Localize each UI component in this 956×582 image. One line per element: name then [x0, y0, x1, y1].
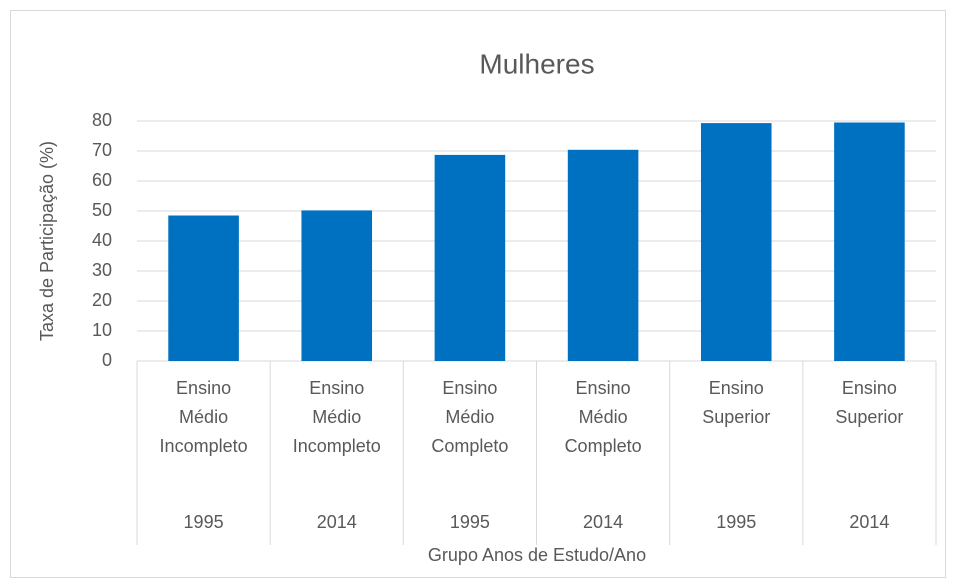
y-tick-label: 70 [92, 140, 112, 160]
bar [301, 210, 373, 361]
x-group-label: Ensino Médio Completo [564, 378, 642, 456]
y-tick-label: 0 [102, 350, 112, 370]
y-tick-label: 30 [92, 260, 112, 280]
y-tick-label: 40 [92, 230, 112, 250]
y-axis-title: Taxa de Participação (%) [37, 141, 57, 341]
bar [168, 215, 239, 361]
chart-title: Mulheres [479, 48, 594, 79]
x-axis-title: Grupo Anos de Estudo/Ano [428, 545, 646, 565]
x-group-label: Ensino Médio Incompleto [292, 378, 381, 456]
x-year-label: 1995 [450, 512, 490, 532]
y-tick-label: 10 [92, 320, 112, 340]
x-year-label: 2014 [317, 512, 357, 532]
x-group-label: Ensino Médio Completo [431, 378, 509, 456]
x-year-label: 1995 [184, 512, 224, 532]
y-tick-label: 20 [92, 290, 112, 310]
x-group-label: Ensino Superior [835, 378, 904, 427]
x-group-label: Ensino Superior [702, 378, 771, 427]
bar [700, 123, 772, 361]
x-group-label: Ensino Médio Incompleto [159, 378, 248, 456]
bar [567, 149, 639, 361]
x-year-label: 2014 [583, 512, 623, 532]
x-year-label: 2014 [849, 512, 889, 532]
y-tick-label: 50 [92, 200, 112, 220]
bar [434, 154, 506, 361]
y-tick-label: 80 [92, 110, 112, 130]
x-year-label: 1995 [716, 512, 756, 532]
y-tick-label: 60 [92, 170, 112, 190]
bar [834, 122, 905, 361]
